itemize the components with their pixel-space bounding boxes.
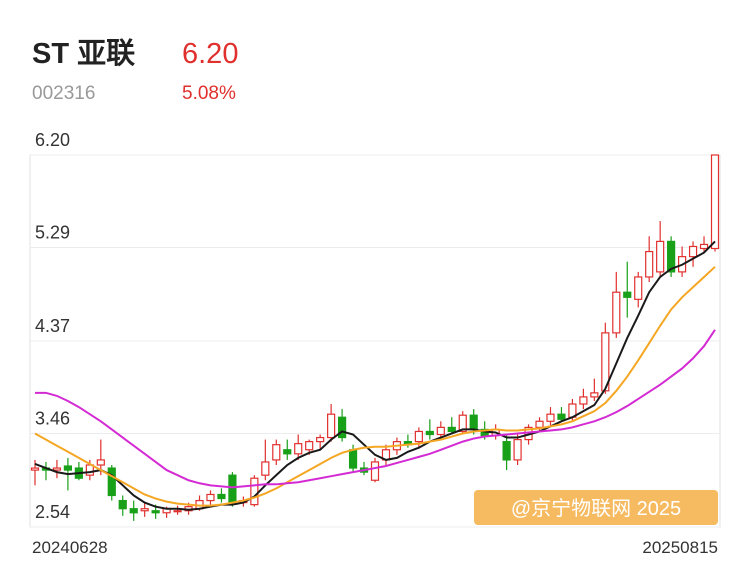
candle-body: [370, 461, 380, 481]
candle-body: [250, 477, 259, 506]
candle-body: [348, 449, 358, 469]
y-tick-label: 2.54: [35, 502, 70, 522]
candle-body: [546, 413, 555, 422]
candle-body: [513, 438, 522, 461]
candle-body: [52, 467, 62, 471]
candle-body: [30, 467, 40, 471]
candle-body: [283, 449, 292, 455]
candle-body: [667, 240, 676, 273]
candle-body: [601, 332, 610, 392]
candle-body: [634, 276, 643, 300]
candle-body: [469, 414, 478, 431]
moving-average-line: [34, 240, 716, 511]
stock-price: 6.20: [182, 38, 238, 70]
candle-body: [294, 443, 303, 455]
candle-body: [699, 243, 709, 250]
candle-body: [206, 493, 215, 502]
y-tick-label: 5.29: [35, 222, 70, 242]
stock-code: 002316: [32, 83, 95, 104]
candle-body: [557, 413, 566, 420]
price-change: 5.08%: [182, 83, 236, 104]
candle-body: [63, 465, 73, 471]
candle-body: [85, 464, 94, 476]
candle-body: [612, 291, 621, 334]
candle-body: [107, 467, 116, 497]
candle-body: [688, 245, 698, 258]
candle-body: [228, 474, 237, 504]
candle-body: [645, 250, 654, 278]
candle-body: [447, 426, 456, 433]
candle-body: [327, 413, 336, 439]
candle-body: [151, 510, 160, 514]
candle-body: [316, 436, 325, 443]
candle-body: [535, 420, 544, 428]
candle-body: [173, 510, 182, 513]
watermark: @京宁物联网 2025: [511, 497, 681, 520]
candle-body: [272, 444, 281, 461]
watermark-badge: [474, 490, 718, 525]
candle-body: [140, 508, 149, 512]
candle-body: [502, 441, 511, 461]
y-tick-label: 3.46: [35, 408, 70, 428]
x-tick-label: 20250815: [642, 538, 718, 557]
moving-average-line: [34, 266, 716, 507]
candle-body: [436, 426, 445, 436]
candle-body: [425, 430, 434, 436]
y-tick-label: 6.20: [35, 130, 70, 150]
x-tick-label: 20240628: [32, 538, 108, 557]
candle-body: [710, 154, 720, 250]
candle-body: [118, 499, 127, 510]
candle-body: [414, 430, 423, 443]
candle-body: [623, 291, 632, 298]
y-tick-label: 4.37: [35, 316, 70, 336]
candle-body: [656, 240, 665, 273]
candle-body: [129, 508, 138, 514]
stock-name: ST 亚联: [32, 37, 135, 70]
candle-body: [579, 396, 588, 405]
candle-body: [96, 459, 105, 466]
candle-body: [590, 392, 599, 398]
candle-body: [305, 441, 314, 451]
candle-body: [337, 416, 347, 439]
candle-body: [261, 461, 270, 476]
moving-average-line: [35, 329, 716, 489]
candle-body: [458, 414, 467, 433]
candle-body: [217, 493, 226, 500]
